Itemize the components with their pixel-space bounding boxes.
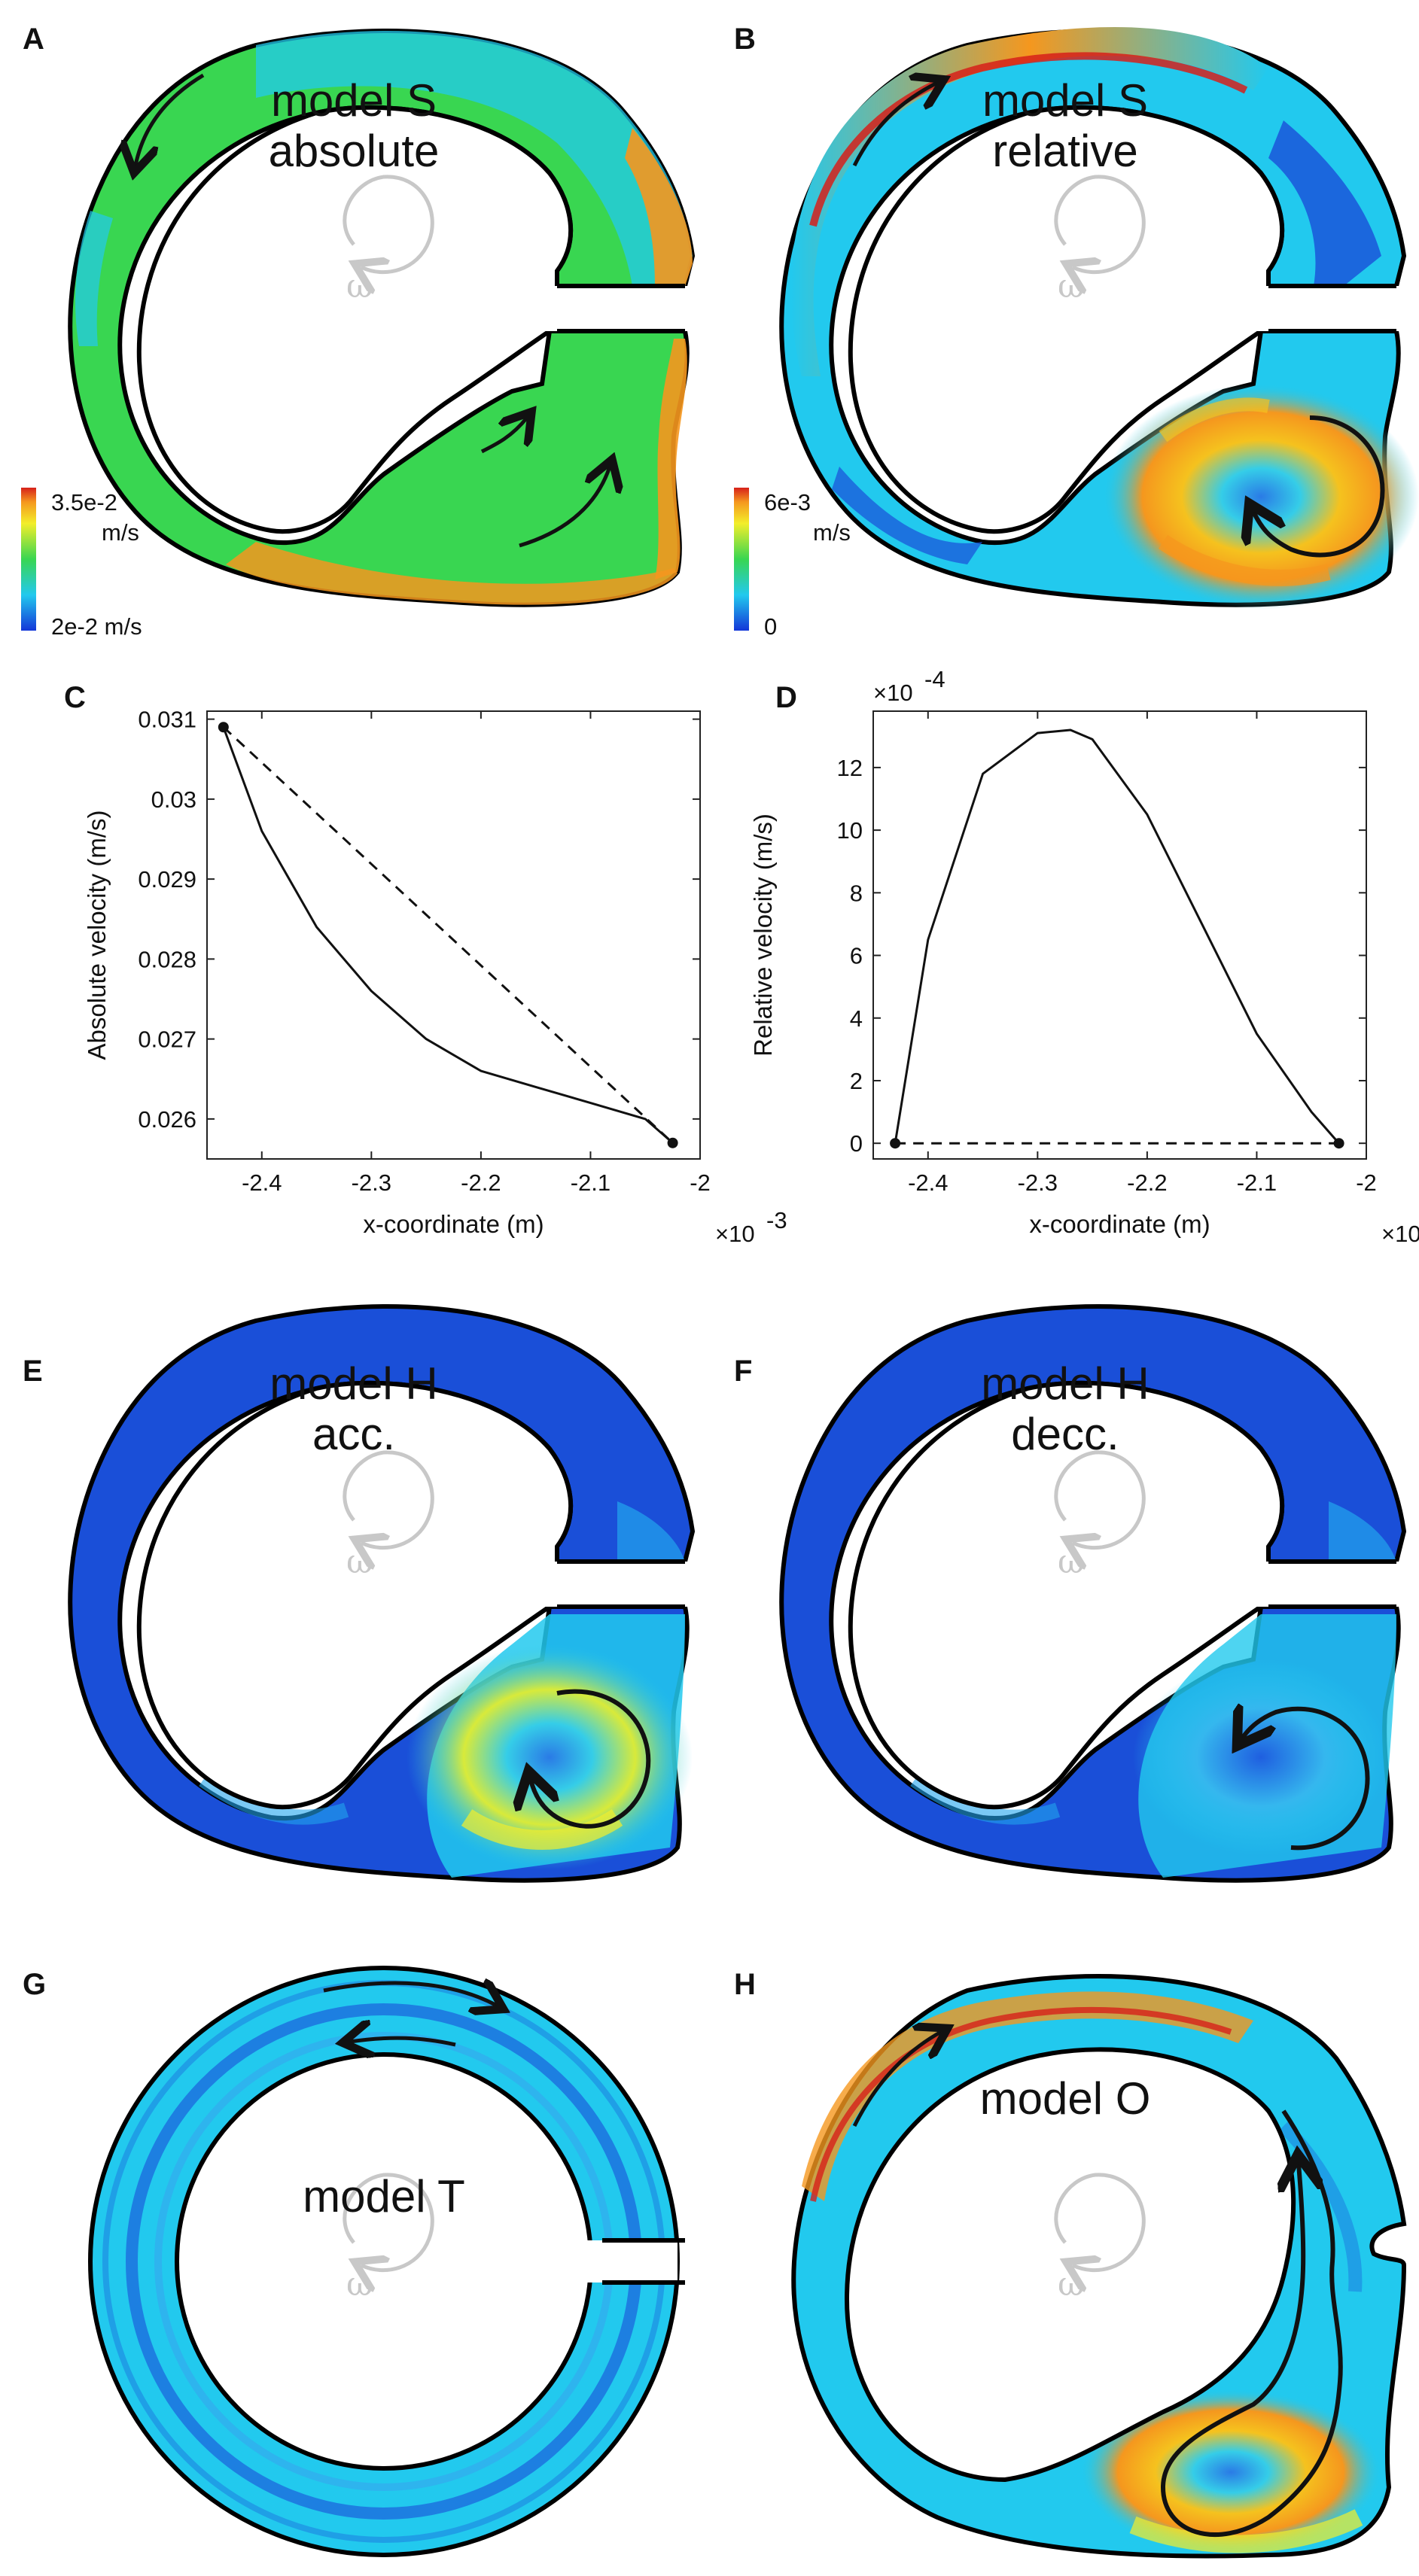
panel-a-colorbar-max: 3.5e-2 xyxy=(51,489,117,516)
panel-f-omega-icon: ω xyxy=(1058,1543,1085,1581)
panel-d-xtick-label: -2.3 xyxy=(1018,1169,1058,1196)
panel-b-colorbar xyxy=(734,488,749,631)
panel-a-colorbar-min: 2e-2 m/s xyxy=(51,613,142,640)
panel-letter-d: D xyxy=(775,681,797,714)
panel-h-title: model O xyxy=(937,2073,1193,2124)
panel-c-ytick-label: 0.026 xyxy=(138,1106,196,1133)
panel-letter-f: F xyxy=(734,1355,753,1388)
panel-letter-h: H xyxy=(734,1968,756,2001)
panel-c-ytick-label: 0.029 xyxy=(138,866,196,893)
panel-c-ytick-label: 0.031 xyxy=(138,707,196,733)
panel-d-ytick-label: 10 xyxy=(837,817,863,844)
panel-letter-b: B xyxy=(734,23,756,56)
panel-d-xlabel: x-coordinate (m) xyxy=(1029,1210,1210,1238)
panel-c-xtick-label: -2.2 xyxy=(461,1169,501,1196)
panel-d-xtick-label: -2.4 xyxy=(908,1169,948,1196)
panel-e-title: model H acc. xyxy=(226,1358,482,1459)
panel-c-marker xyxy=(218,722,229,733)
panel-d-series-solid xyxy=(894,728,1340,1145)
panel-c-ytick-label: 0.028 xyxy=(138,946,196,972)
panel-letter-e: E xyxy=(23,1355,43,1388)
panel-e-title-line2: acc. xyxy=(312,1409,396,1460)
panel-d-x-scale-label: ×10 xyxy=(1381,1221,1419,1247)
panel-a-title: model S absolute xyxy=(226,75,482,176)
panel-c-xtick-label: -2 xyxy=(690,1169,711,1196)
panel-a-title-line1: model S xyxy=(270,75,437,126)
panel-e-title-line1: model H xyxy=(269,1358,438,1409)
panel-f-contour xyxy=(781,1306,1404,1881)
panel-f-title-line1: model H xyxy=(981,1358,1150,1409)
panel-d-ylabel: Relative velocity (m/s) xyxy=(749,814,777,1057)
panel-d-ytick-label: 2 xyxy=(850,1068,863,1094)
panel-c-series-dashed xyxy=(222,726,674,1144)
panel-c-plot-frame xyxy=(206,710,701,1160)
panel-g-title-line1: model T xyxy=(303,2171,465,2222)
panel-d-y-scale-exp: -4 xyxy=(924,666,945,692)
panel-c-x-scale-label: ×10 xyxy=(715,1221,755,1247)
panel-g-omega-icon: ω xyxy=(346,2265,373,2304)
panel-d-xtick-label: -2.1 xyxy=(1237,1169,1277,1196)
panel-b-colorbar-min: 0 xyxy=(764,613,778,640)
panel-d-ytick-label: 12 xyxy=(837,755,863,781)
panel-d-chart: -2.4 -2.3 -2.2 -2.1 -2 0 2 4 6 8 10 12 x-coordinate … xyxy=(749,666,1419,1247)
panel-a-title-line2: absolute xyxy=(268,126,440,177)
panel-a-contour xyxy=(70,31,693,605)
panel-c-xlabel: x-coordinate (m) xyxy=(363,1210,544,1238)
panel-e-omega-icon: ω xyxy=(346,1543,373,1581)
panel-a-colorbar-unit: m/s xyxy=(102,519,139,546)
panel-letter-g: G xyxy=(23,1968,47,2001)
panel-b-title: model S relative xyxy=(937,75,1193,176)
panel-a-colorbar xyxy=(21,488,36,631)
panel-b-omega-icon: ω xyxy=(1058,267,1085,306)
panel-e-contour xyxy=(70,1306,693,1881)
panel-b-title-line2: relative xyxy=(992,126,1138,177)
panel-c-ytick-label: 0.027 xyxy=(138,1026,196,1053)
panel-h-contour xyxy=(791,1974,1407,2559)
panel-g-contour xyxy=(88,1966,685,2557)
panel-a-omega-icon: ω xyxy=(346,267,373,306)
panel-d-xtick-label: -2 xyxy=(1356,1169,1377,1196)
panel-f-title: model H decc. xyxy=(937,1358,1193,1459)
panel-letter-a: A xyxy=(23,23,44,56)
panel-d-plot-frame xyxy=(872,710,1367,1160)
panel-c-x-scale-exp: -3 xyxy=(766,1207,787,1233)
panel-d-xtick-label: -2.2 xyxy=(1127,1169,1167,1196)
panel-b-colorbar-unit: m/s xyxy=(813,519,851,546)
panel-f-title-line2: decc. xyxy=(1011,1409,1119,1460)
panel-c-marker xyxy=(667,1137,678,1148)
panel-d-marker xyxy=(890,1138,901,1149)
panel-d-ytick-label: 6 xyxy=(850,943,863,969)
panel-c-chart: -2.4 -2.3 -2.2 -2.1 -2 0.026 0.027 0.028 0.029 0.… xyxy=(83,707,787,1247)
panel-c-xtick-label: -2.4 xyxy=(242,1169,282,1196)
panel-d-ytick-label: 8 xyxy=(850,880,863,906)
panel-c-series-solid xyxy=(222,726,674,1144)
panel-c-xtick-label: -2.3 xyxy=(352,1169,391,1196)
panel-b-colorbar-max: 6e-3 xyxy=(764,489,812,516)
panel-d-ytick-label: 4 xyxy=(850,1005,863,1032)
panel-letter-c: C xyxy=(64,681,86,714)
panel-c-ytick-label: 0.03 xyxy=(151,786,196,813)
panel-h-omega-icon: ω xyxy=(1058,2265,1085,2304)
panel-d-y-scale-label: ×10 xyxy=(873,680,913,706)
panel-h-title-line1: model O xyxy=(979,2073,1151,2124)
panel-d-marker xyxy=(1333,1138,1344,1149)
panel-b-title-line1: model S xyxy=(982,75,1149,126)
panel-c-xtick-label: -2.1 xyxy=(571,1169,611,1196)
panel-b-contour xyxy=(781,27,1419,610)
panel-g-title: model T xyxy=(256,2171,512,2222)
panel-d-ytick-label: 0 xyxy=(850,1130,863,1157)
panel-c-ylabel: Absolute velocity (m/s) xyxy=(83,811,111,1060)
